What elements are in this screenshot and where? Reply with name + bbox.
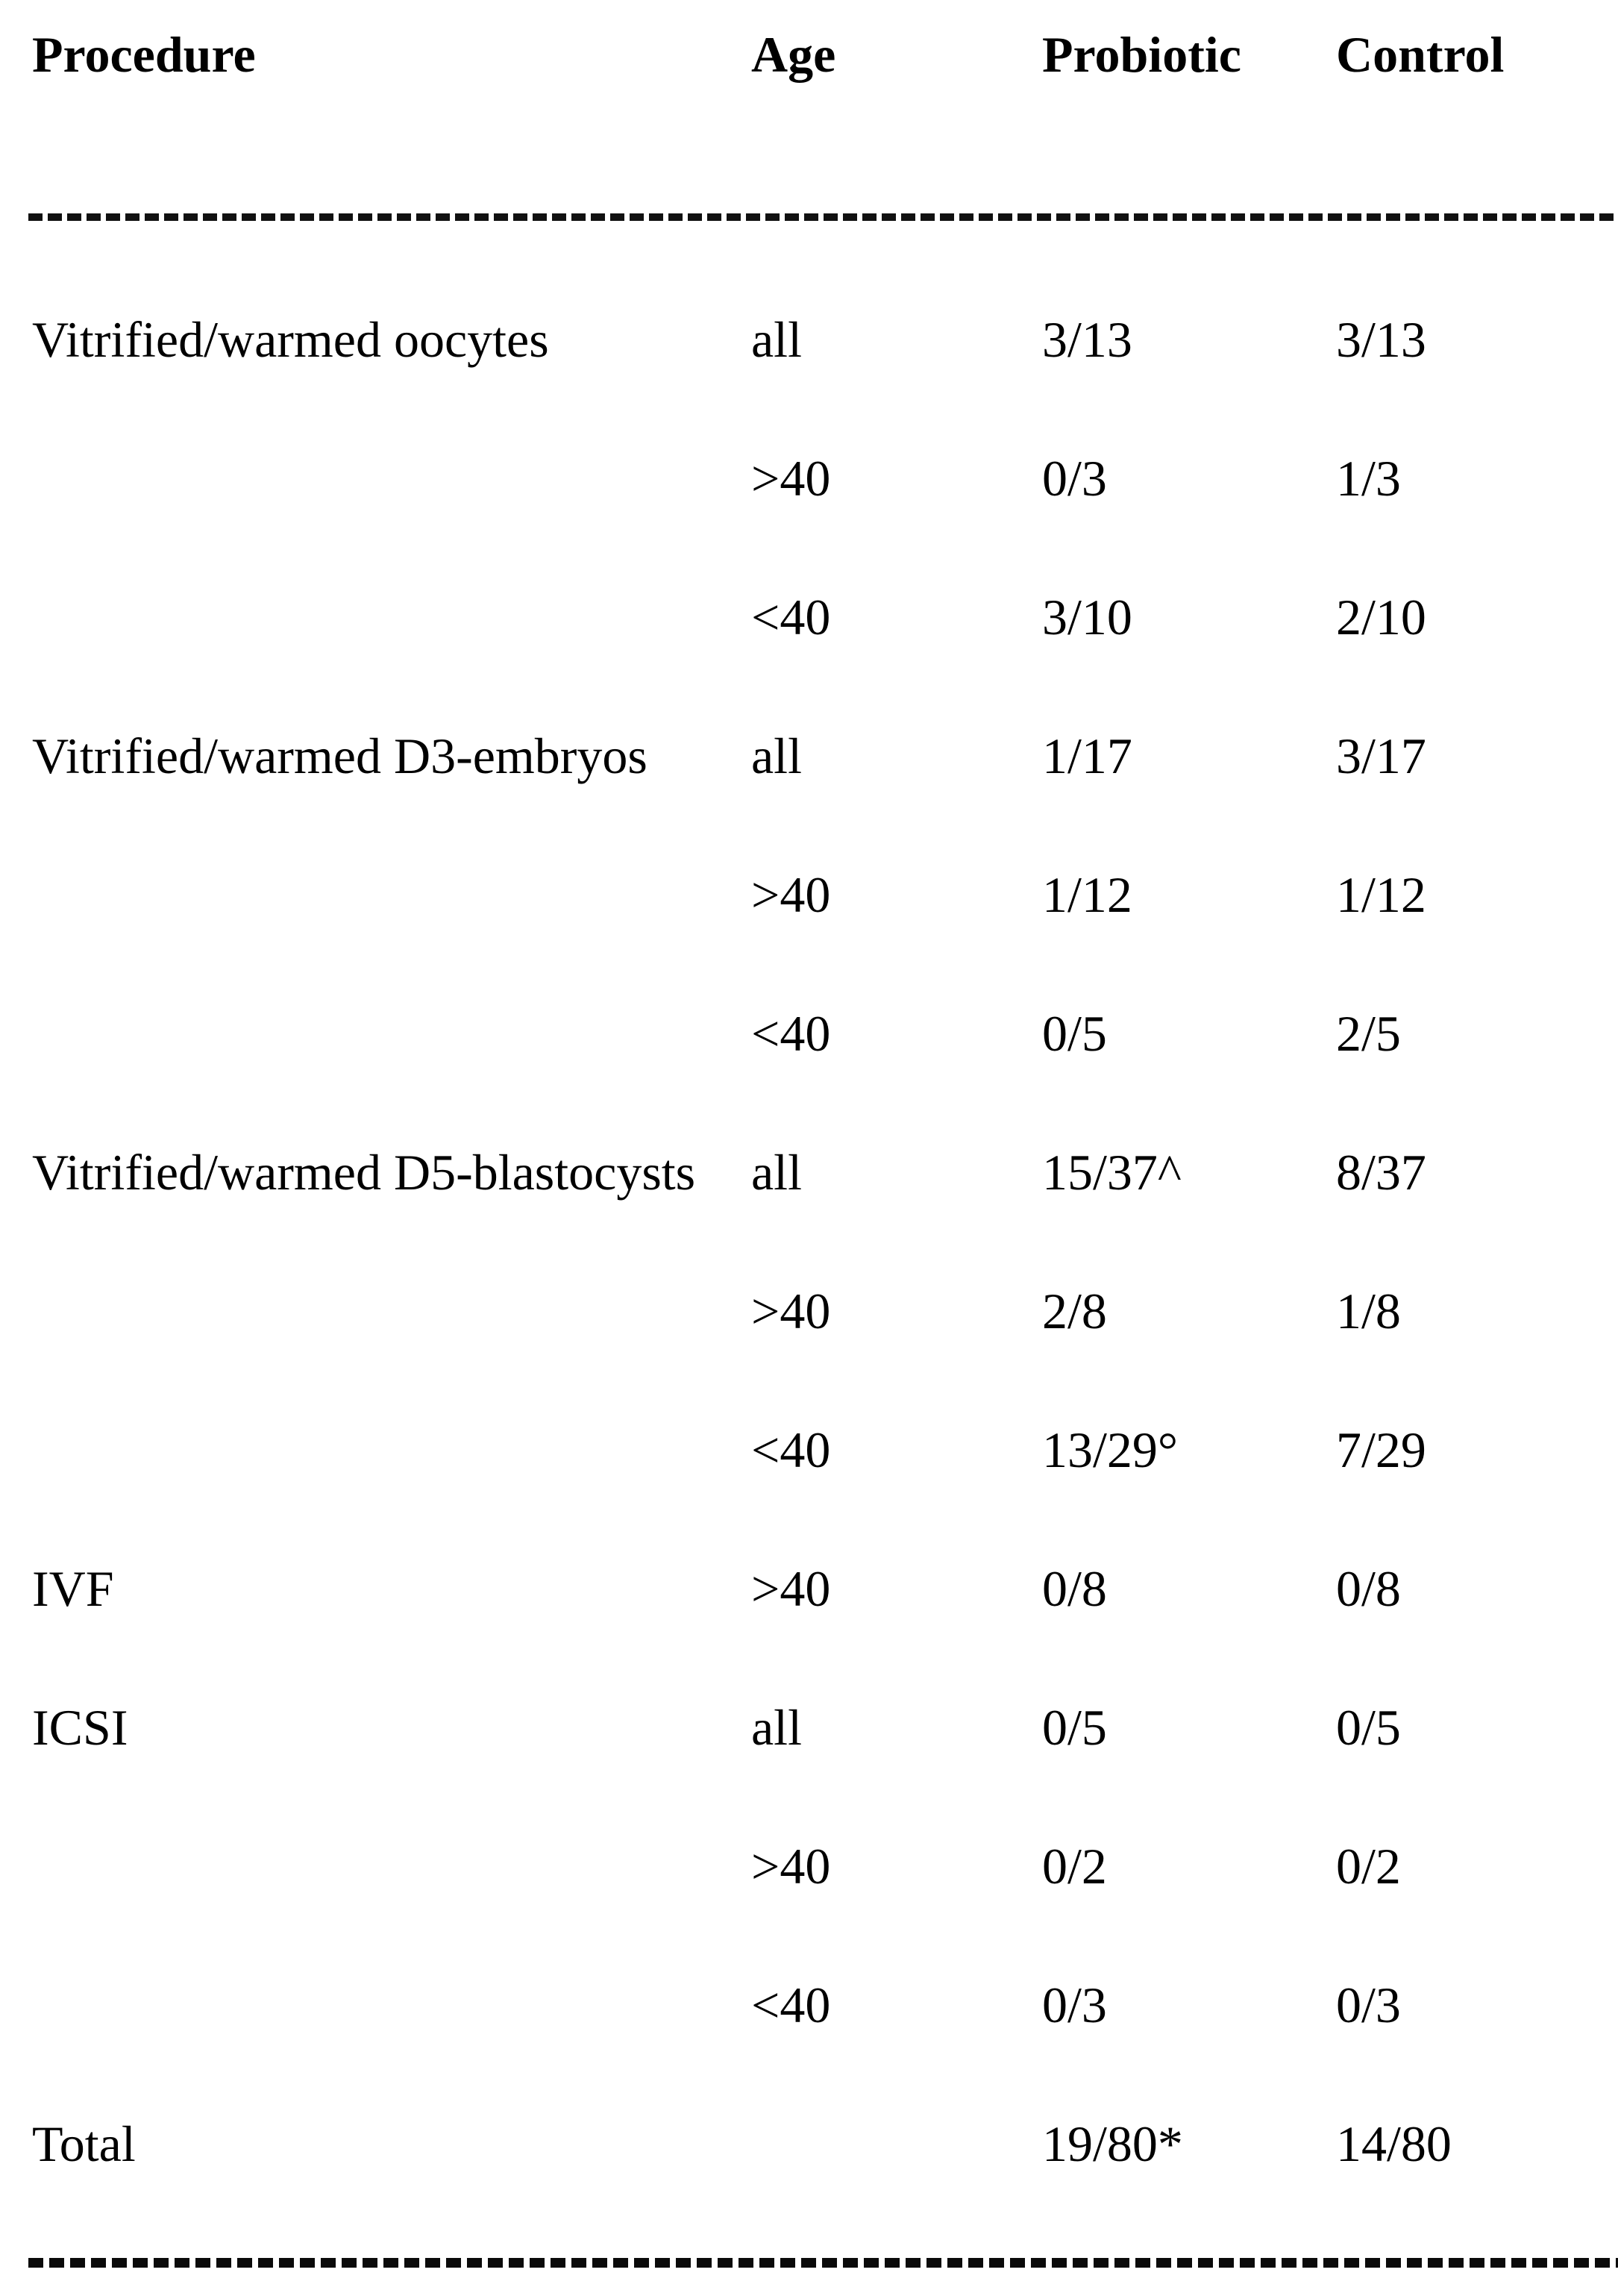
probiotic-cell: 15/37^: [1042, 1144, 1182, 1201]
table-row: IVF >40 0/8 0/8: [0, 1561, 1618, 1643]
table-row: <40 0/3 0/3: [0, 1977, 1618, 2059]
control-cell: 1/12: [1336, 866, 1426, 923]
probiotic-cell: 0/5: [1042, 1699, 1107, 1756]
probiotic-cell: 1/17: [1042, 728, 1132, 784]
table-row-total: Total 19/80* 14/80: [0, 2116, 1618, 2198]
table-row: <40 3/10 2/10: [0, 589, 1618, 672]
control-cell: 14/80: [1336, 2115, 1452, 2172]
probiotic-cell: 0/5: [1042, 1005, 1107, 1062]
control-cell: 3/17: [1336, 728, 1426, 784]
age-cell: <40: [751, 1005, 831, 1062]
age-cell: all: [751, 1699, 802, 1756]
probiotic-cell: 1/12: [1042, 866, 1132, 923]
age-cell: all: [751, 1144, 802, 1201]
age-cell: <40: [751, 1421, 831, 1478]
control-cell: 3/13: [1336, 311, 1426, 368]
control-cell: 0/2: [1336, 1838, 1401, 1895]
age-cell: >40: [751, 1560, 831, 1617]
procedure-cell: Total: [32, 2115, 136, 2172]
procedure-cell: ICSI: [32, 1699, 128, 1756]
probiotic-cell: 0/3: [1042, 450, 1107, 507]
age-cell: >40: [751, 866, 831, 923]
age-cell: >40: [751, 1283, 831, 1339]
table-row: >40 0/3 1/3: [0, 451, 1618, 533]
age-cell: all: [751, 311, 802, 368]
control-cell: 2/10: [1336, 589, 1426, 645]
control-cell: 0/8: [1336, 1560, 1401, 1617]
procedure-cell: Vitrified/warmed D5-blastocysts: [32, 1144, 696, 1201]
control-cell: 8/37: [1336, 1144, 1426, 1201]
probiotic-cell: 0/2: [1042, 1838, 1107, 1895]
control-cell: 7/29: [1336, 1421, 1426, 1478]
procedure-cell: IVF: [32, 1560, 114, 1617]
table-row: >40 1/12 1/12: [0, 867, 1618, 949]
control-cell: 1/8: [1336, 1283, 1401, 1339]
probiotic-cell: 0/8: [1042, 1560, 1107, 1617]
table-row: Vitrified/warmed oocytes all 3/13 3/13: [0, 312, 1618, 394]
age-cell: >40: [751, 450, 831, 507]
table-row: <40 13/29° 7/29: [0, 1422, 1618, 1504]
age-cell: <40: [751, 589, 831, 645]
table-row: Vitrified/warmed D3-embryos all 1/17 3/1…: [0, 728, 1618, 810]
control-cell: 1/3: [1336, 450, 1401, 507]
procedure-cell: Vitrified/warmed D3-embryos: [32, 728, 647, 784]
dashed-divider-bottom: [28, 2258, 1618, 2268]
probiotic-cell: 0/3: [1042, 1977, 1107, 2033]
table-row: >40 2/8 1/8: [0, 1283, 1618, 1366]
probiotic-cell: 19/80*: [1042, 2115, 1183, 2172]
table-row: <40 0/5 2/5: [0, 1006, 1618, 1088]
table-header-row: Procedure Age Probiotic Control: [0, 27, 1618, 109]
age-cell: <40: [751, 1977, 831, 2033]
table-row: ICSI all 0/5 0/5: [0, 1700, 1618, 1782]
control-cell: 2/5: [1336, 1005, 1401, 1062]
table-row: >40 0/2 0/2: [0, 1839, 1618, 1921]
control-cell: 0/3: [1336, 1977, 1401, 2033]
age-cell: all: [751, 728, 802, 784]
probiotic-cell: 13/29°: [1042, 1421, 1179, 1478]
column-header-age: Age: [751, 26, 836, 83]
column-header-procedure: Procedure: [32, 26, 256, 83]
control-cell: 0/5: [1336, 1699, 1401, 1756]
age-cell: >40: [751, 1838, 831, 1895]
probiotic-cell: 3/10: [1042, 589, 1132, 645]
dashed-divider-top: [28, 213, 1618, 221]
column-header-control: Control: [1336, 26, 1505, 83]
table-row: Vitrified/warmed D5-blastocysts all 15/3…: [0, 1145, 1618, 1227]
procedure-cell: Vitrified/warmed oocytes: [32, 311, 549, 368]
column-header-probiotic: Probiotic: [1042, 26, 1241, 83]
probiotic-cell: 2/8: [1042, 1283, 1107, 1339]
probiotic-cell: 3/13: [1042, 311, 1132, 368]
